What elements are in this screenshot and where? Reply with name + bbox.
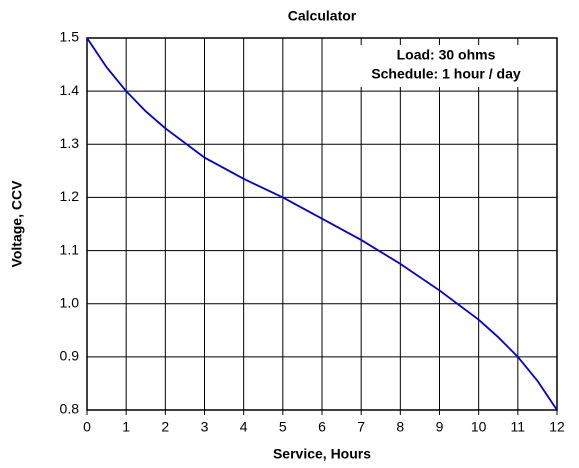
x-tick-label: 8 xyxy=(396,419,404,435)
y-tick-label: 1.0 xyxy=(60,294,80,310)
x-tick-label: 10 xyxy=(471,419,487,435)
x-tick-label: 7 xyxy=(357,419,365,435)
x-axis-label: Service, Hours xyxy=(273,446,371,462)
y-tick-label: 0.8 xyxy=(60,401,80,417)
x-tick-label: 6 xyxy=(318,419,326,435)
x-tick-label: 2 xyxy=(161,419,169,435)
y-tick-label: 1.1 xyxy=(60,241,80,257)
x-tick-label: 0 xyxy=(83,419,91,435)
x-tick-label: 5 xyxy=(279,419,287,435)
x-tick-label: 12 xyxy=(549,419,565,435)
y-tick-label: 1.2 xyxy=(60,188,80,204)
x-tick-label: 3 xyxy=(201,419,209,435)
x-tick-label: 9 xyxy=(436,419,444,435)
y-tick-label: 1.5 xyxy=(60,29,80,45)
y-axis-label: Voltage, CCV xyxy=(9,180,25,268)
y-tick-label: 1.4 xyxy=(60,82,80,98)
x-tick-label: 1 xyxy=(122,419,130,435)
y-tick-label: 0.9 xyxy=(60,348,80,364)
line-series xyxy=(86,37,558,411)
y-tick-label: 1.3 xyxy=(60,135,80,151)
chart-title: Calculator xyxy=(288,8,357,24)
annotation: Schedule: 1 hour / day xyxy=(371,66,521,82)
annotation: Load: 30 ohms xyxy=(397,47,496,63)
x-tick-label: 11 xyxy=(511,419,526,435)
plot-frame xyxy=(86,37,558,411)
x-tick-label: 4 xyxy=(240,419,248,435)
annotation-box xyxy=(358,45,534,87)
